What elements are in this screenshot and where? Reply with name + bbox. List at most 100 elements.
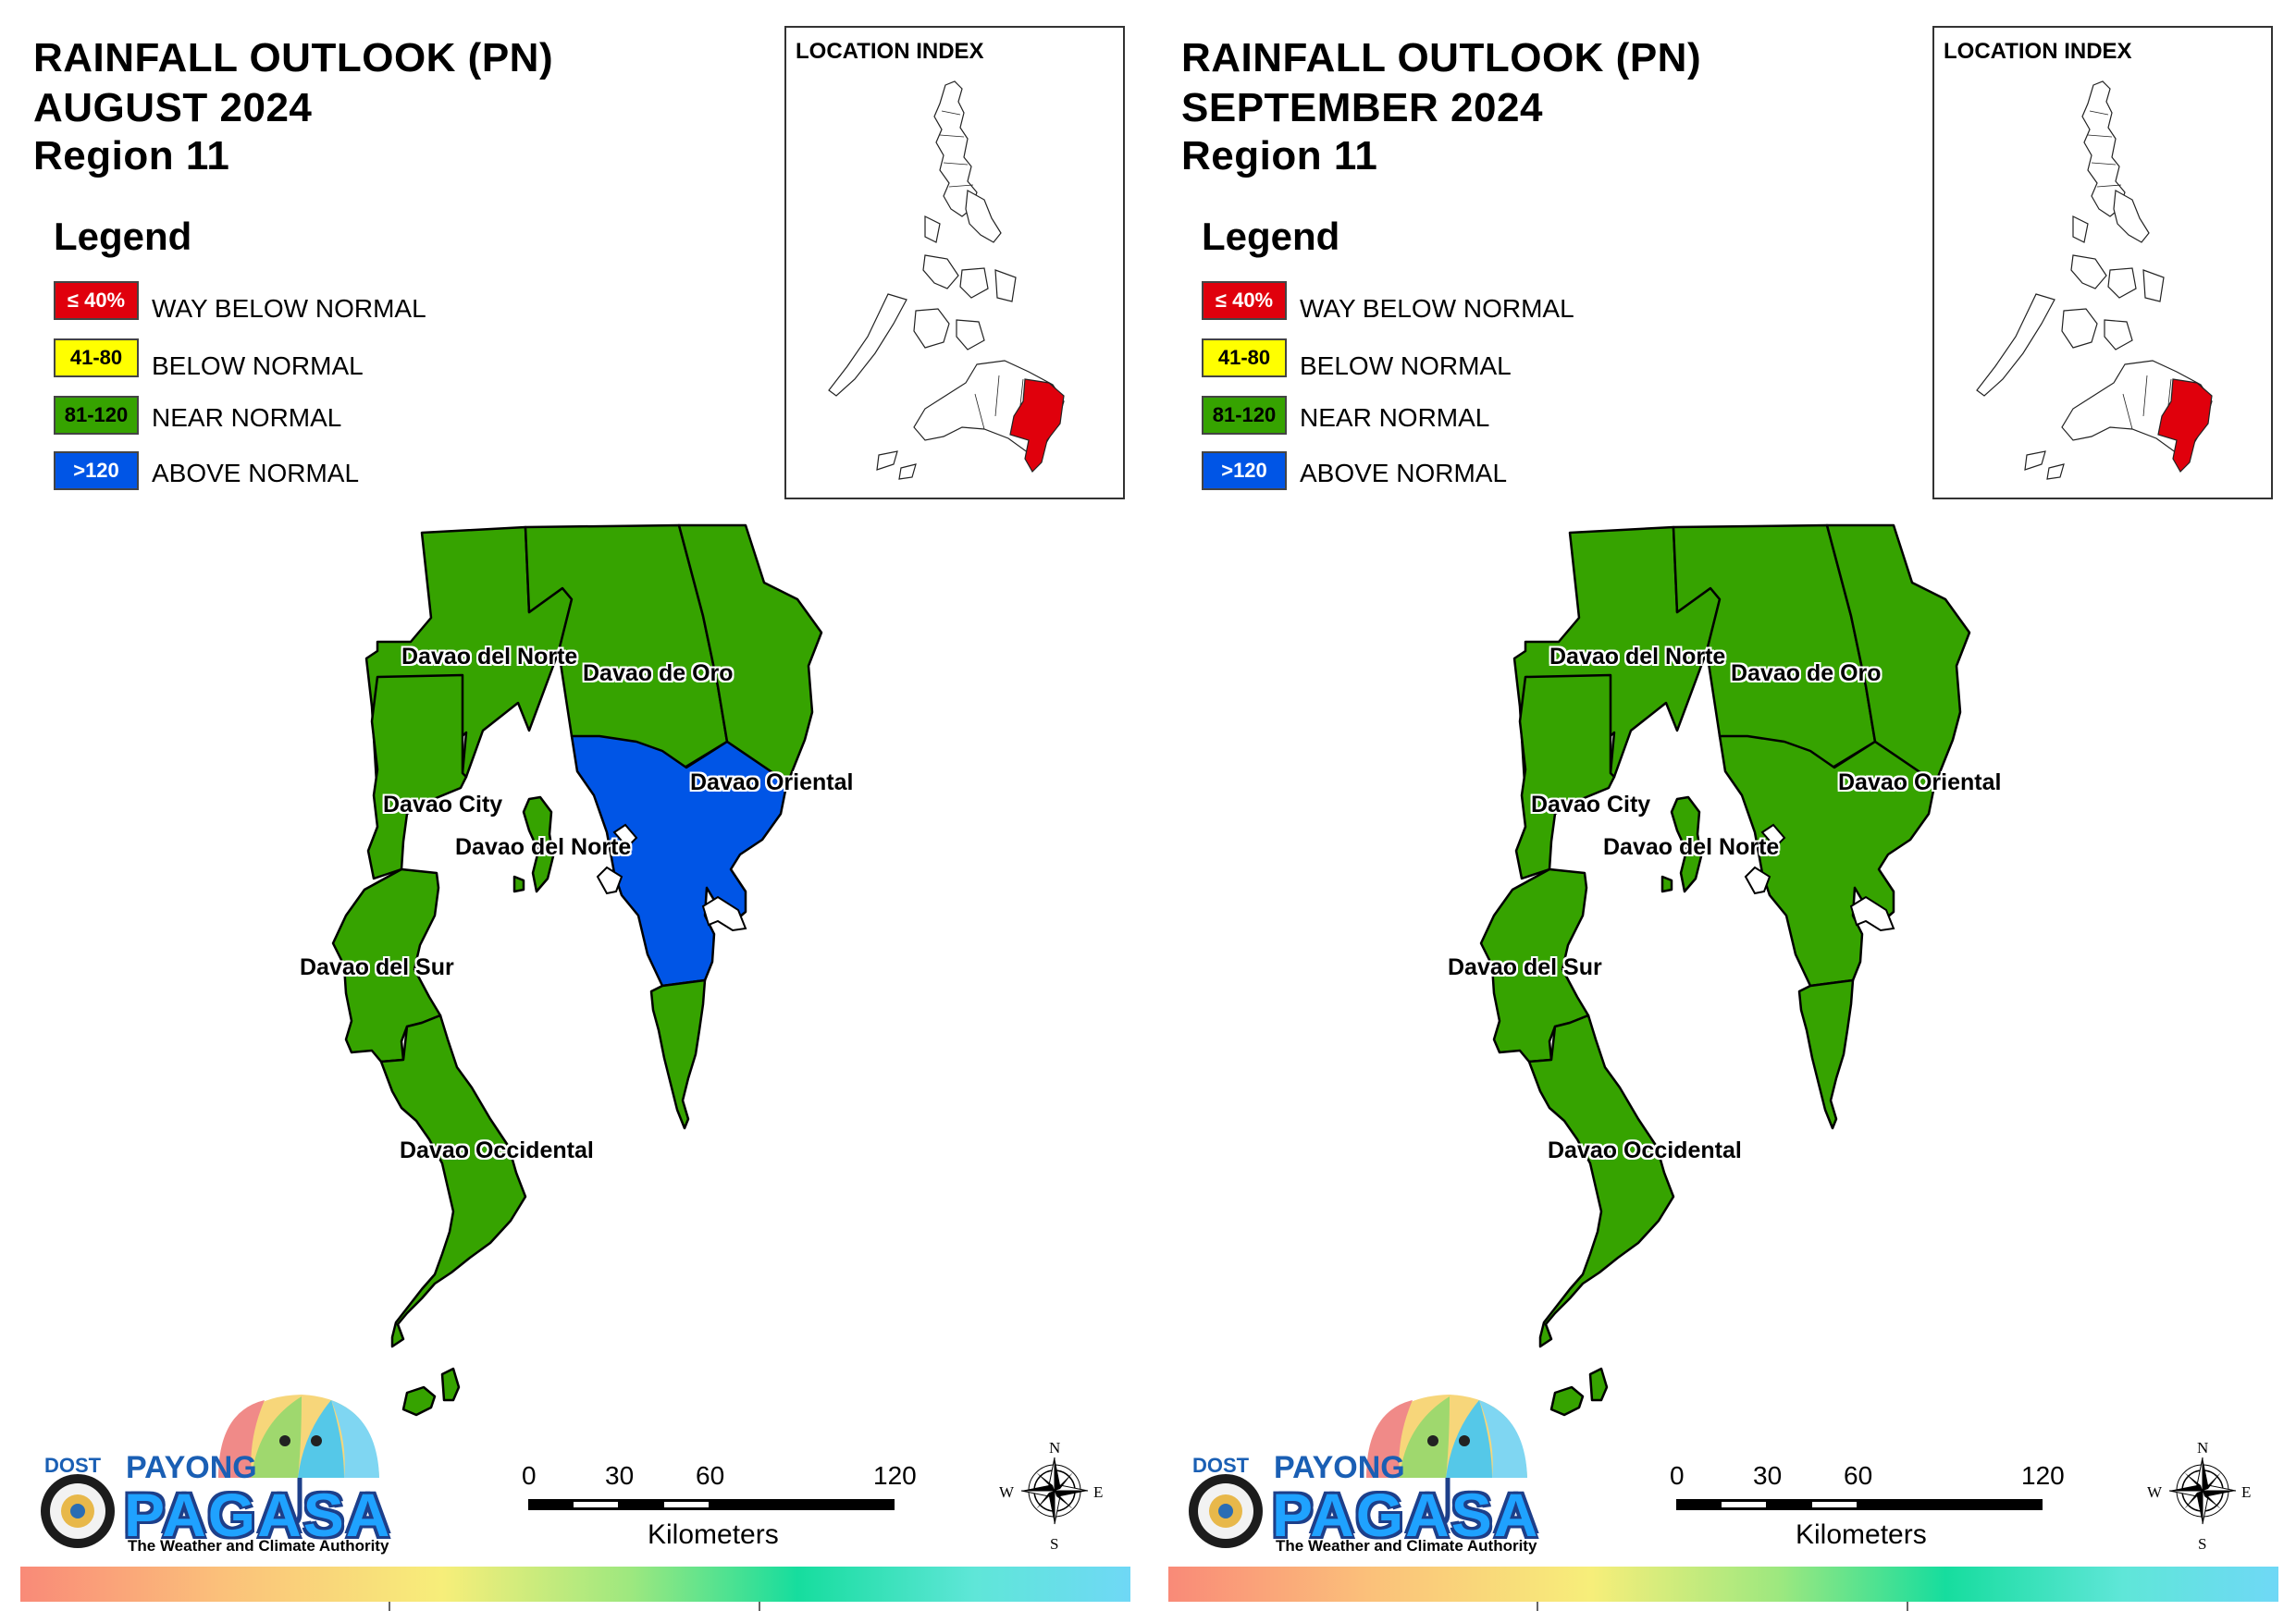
province-davao-oriental-south [649, 978, 707, 1130]
legend-swatch-way-below: ≤ 40% [1202, 281, 1287, 320]
payong-pagasa-logo [41, 1395, 379, 1548]
legend-label-way-below: WAY BELOW NORMAL [152, 294, 426, 323]
province-davao-city [366, 673, 468, 880]
scale-bar [1676, 1499, 2043, 1510]
location-index-inset: LOCATION INDEX [784, 26, 1125, 499]
compass-s: S [2198, 1535, 2207, 1553]
label-davao-de-oro: Davao de Oro [583, 660, 734, 686]
legend-title: Legend [54, 215, 192, 258]
legend-label-below: BELOW NORMAL [152, 351, 364, 380]
label-davao-city: Davao City [1531, 792, 1651, 818]
island-talikud [1660, 875, 1673, 893]
label-davao-del-norte: Davao del Norte [401, 644, 578, 670]
legend-swatch-near: 81-120 [54, 396, 139, 435]
scale-bar [528, 1499, 895, 1510]
scale-tick-30: 30 [605, 1461, 635, 1490]
footer-color-bar [20, 1567, 1130, 1602]
legend-title: Legend [1202, 215, 1340, 258]
map-region: Region 11 [1181, 133, 1378, 178]
map-title: RAINFALL OUTLOOK (PN) [33, 35, 554, 80]
scale-tick-60: 60 [1844, 1461, 1873, 1490]
label-davao-occidental: Davao Occidental [1548, 1137, 1742, 1163]
province-davao-occidental [379, 1014, 527, 1348]
label-davao-del-norte-island: Davao del Norte [455, 834, 632, 860]
legend-label-above: ABOVE NORMAL [1300, 459, 1508, 487]
island-samal [1670, 795, 1703, 893]
island-sarangani-1 [1549, 1385, 1585, 1417]
compass-w: W [2147, 1483, 2163, 1501]
umbrella-icon [1366, 1395, 1527, 1527]
footer-color-bar [1168, 1567, 2278, 1602]
logo-pagasa: PAGASA [124, 1481, 392, 1549]
region-11-map [1479, 523, 1971, 1417]
label-davao-del-sur: Davao del Sur [300, 954, 454, 980]
region-11-highlight [2157, 378, 2213, 473]
location-index-title: LOCATION INDEX [1944, 39, 2132, 64]
payong-pagasa-logo [1189, 1395, 1527, 1548]
map-period: SEPTEMBER 2024 [1181, 85, 1543, 130]
location-index-inset: LOCATION INDEX [1932, 26, 2273, 499]
island-talikud [512, 875, 525, 893]
logo-dost: DOST [1192, 1454, 1250, 1477]
label-davao-del-norte-island: Davao del Norte [1603, 834, 1780, 860]
scale-tick-30: 30 [1753, 1461, 1783, 1490]
scale-unit: Kilometers [1796, 1519, 1927, 1550]
logo-tagline: The Weather and Climate Authority [128, 1537, 389, 1555]
legend-label-near: NEAR NORMAL [1300, 403, 1490, 432]
province-davao-oriental-north [677, 523, 823, 788]
compass-e: E [2241, 1483, 2252, 1501]
island-sarangani-1 [401, 1385, 437, 1417]
island-sarangani-2 [440, 1367, 461, 1402]
footer-tick [389, 1602, 390, 1611]
province-davao-occidental [1527, 1014, 1675, 1348]
label-davao-occidental: Davao Occidental [400, 1137, 594, 1163]
island-samal [522, 795, 555, 893]
map-period: AUGUST 2024 [33, 85, 313, 130]
region-11-map [331, 523, 823, 1417]
compass-n: N [2197, 1439, 2209, 1457]
legend-swatch-above: >120 [54, 451, 139, 490]
compass-n: N [1049, 1439, 1061, 1457]
legend-label-above: ABOVE NORMAL [152, 459, 360, 487]
map-region: Region 11 [33, 133, 230, 178]
logo-tagline: The Weather and Climate Authority [1276, 1537, 1537, 1555]
label-davao-de-oro: Davao de Oro [1731, 660, 1882, 686]
scale-unit: Kilometers [648, 1519, 779, 1550]
outlook-panel-2: RAINFALL OUTLOOK (PN) SEPTEMBER 2024 Reg… [1148, 0, 2296, 1623]
label-davao-city: Davao City [383, 792, 503, 818]
logo-dost: DOST [44, 1454, 102, 1477]
island-sarangani-2 [1588, 1367, 1609, 1402]
label-davao-oriental: Davao Oriental [1838, 769, 2002, 795]
label-davao-del-sur: Davao del Sur [1448, 954, 1602, 980]
scale-tick-60: 60 [696, 1461, 725, 1490]
footer-tick [1907, 1602, 1908, 1611]
scale-tick-120: 120 [873, 1461, 917, 1490]
compass-e: E [1093, 1483, 1104, 1501]
logo-payong: PAYONG [1274, 1450, 1405, 1485]
province-davao-oriental-south [1797, 978, 1855, 1130]
compass-s: S [1050, 1535, 1059, 1553]
dost-seal-icon [1189, 1474, 1263, 1548]
region-11-highlight [1009, 378, 1065, 473]
province-davao-oriental-north [1825, 523, 1971, 788]
scale-tick-0: 0 [522, 1461, 537, 1490]
legend-swatch-below: 41-80 [54, 338, 139, 377]
logo-pagasa: PAGASA [1272, 1481, 1540, 1549]
scale-tick-0: 0 [1670, 1461, 1685, 1490]
outlook-panel-1: RAINFALL OUTLOOK (PN) AUGUST 2024 Region… [20, 26, 1130, 1611]
dost-seal-icon [41, 1474, 115, 1548]
scale-tick-120: 120 [2021, 1461, 2065, 1490]
legend-swatch-way-below: ≤ 40% [54, 281, 139, 320]
compass-rose-icon [1020, 1457, 1089, 1525]
legend-swatch-below: 41-80 [1202, 338, 1287, 377]
compass-w: W [999, 1483, 1015, 1501]
footer-tick [759, 1602, 760, 1611]
legend-swatch-near: 81-120 [1202, 396, 1287, 435]
legend-swatch-above: >120 [1202, 451, 1287, 490]
legend-label-near: NEAR NORMAL [152, 403, 342, 432]
location-index-title: LOCATION INDEX [796, 39, 984, 64]
philippines-outline-map [828, 80, 1065, 480]
footer-tick [1537, 1602, 1538, 1611]
compass-rose-icon [2168, 1457, 2237, 1525]
label-davao-del-norte: Davao del Norte [1549, 644, 1726, 670]
